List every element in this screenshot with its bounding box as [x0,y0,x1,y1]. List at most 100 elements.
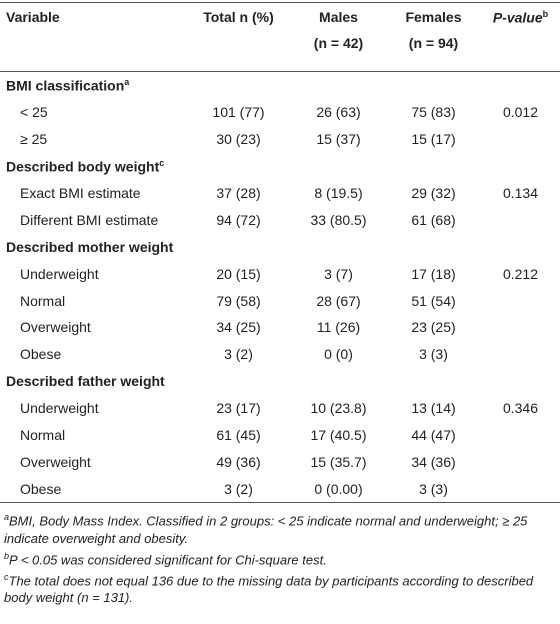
cell [481,314,560,341]
section-title: BMI classificationa [0,72,560,99]
footnote-mark: b [4,550,10,561]
data-row: Obese 3 (2) 0 (0) 3 (3) [0,341,560,368]
cell: 34 (25) [216,319,261,336]
cell: 23 (25) [411,319,456,336]
cell: 23 (17) [216,400,261,417]
section-row: Described mother weight [0,233,560,260]
row-label: Normal [20,427,66,444]
data-row: Overweight 49 (36) 15 (35.7) 34 (36) [0,448,560,475]
cell [481,422,560,449]
cell: 0.134 [502,185,539,201]
cell: 0.346 [502,400,539,417]
footnote-text: BMI, Body Mass Index. Classified in 2 gr… [4,513,528,546]
row-label: Underweight [20,400,99,417]
note-mark: b [542,9,549,19]
cell [481,206,560,233]
section-row: Described father weight [0,368,560,395]
cell: 11 (26) [316,319,361,336]
header-cell: P-valueb [481,2,560,35]
data-row: Different BMI estimate 94 (72) 33 (80.5) 61… [0,206,560,233]
footnote-mark: a [4,512,10,523]
header-n: (n = 42) [291,35,386,72]
row-label: Overweight [20,453,91,470]
cell: 79 (58) [216,292,261,309]
cell: 3 (2) [186,475,291,504]
cell: 75 (83) [411,104,456,121]
cell: 51 (54) [411,292,456,309]
footnote: cThe total does not equal 136 due to the… [4,569,556,606]
section-text: Described mother weight [6,238,174,255]
cell: 10 (23.8) [310,400,367,417]
cell: 17 (18) [411,265,456,282]
cell: 13 (14) [411,400,456,417]
cell: 0.012 [502,104,539,121]
data-row: < 25 101 (77) 26 (63) 75 (83) 0.012 [0,99,560,126]
section-row: Described body weightc [0,153,560,180]
cell: 37 (28) [216,185,261,201]
header-cell: Males [291,2,386,35]
row-label: Underweight [20,265,99,282]
footnote-text: The total does not equal 136 due to the … [4,573,534,606]
data-row: Overweight 34 (25) 11 (26) 23 (25) [0,314,560,341]
cell: 0 (0.00) [291,475,386,504]
cell: 20 (15) [216,265,261,282]
cell: 28 (67) [316,292,361,309]
cell: 29 (32) [411,185,456,201]
cell: 8 (19.5) [314,185,363,201]
cell: 3 (7) [324,265,353,282]
footnote: bP < 0.05 was considered significant for… [4,548,556,568]
section-text: Described body weight [6,158,160,175]
cell [481,475,560,504]
row-label: Obese [0,475,186,504]
note-mark: a [124,77,130,88]
cell [481,287,560,314]
data-table: Variable Total n (%) Males Females P-val… [0,2,560,504]
cell: 49 (36) [216,453,261,470]
cell: 15 (17) [411,131,456,148]
data-row: ≥ 25 30 (23) 15 (37) 15 (17) [0,126,560,153]
header-cell: Total n (%) [186,2,291,35]
row-label: Different BMI estimate [20,211,159,228]
footnote-text: P < 0.05 was considered significant for … [9,551,327,567]
note-mark: c [159,157,165,168]
cell: 61 (45) [216,427,261,444]
cell [481,448,560,475]
row-label: < 25 [20,104,48,121]
row-label: Normal [20,292,66,309]
data-row: Underweight 20 (15) 3 (7) 17 (18) 0.212 [0,260,560,287]
cell: 33 (80.5) [310,211,367,228]
header-cell: Females [386,2,481,35]
row-label: Overweight [20,319,91,336]
header-text: P-value [492,9,543,26]
cell [481,341,560,368]
cell: 61 (68) [411,211,456,228]
section-title: Described body weightc [0,153,560,180]
data-row: Normal 61 (45) 17 (40.5) 44 (47) [0,422,560,449]
cell: 26 (63) [316,104,361,121]
cell: 44 (47) [411,427,456,444]
cell: 0 (0) [324,346,353,363]
row-label: Obese [20,346,62,363]
cell [481,126,560,153]
footnote: aBMI, Body Mass Index. Classified in 2 g… [4,509,556,546]
cell: 34 (36) [411,453,456,470]
cell: 3 (2) [224,346,253,363]
cell: 15 (35.7) [310,453,367,470]
row-label: Exact BMI estimate [20,185,141,201]
section-text: Described father weight [6,373,165,390]
header-cell: Variable [0,2,186,35]
cell: 94 (72) [216,211,261,228]
footnotes: aBMI, Body Mass Index. Classified in 2 g… [0,503,560,606]
data-row: Exact BMI estimate 37 (28) 8 (19.5) 29 (32)… [0,180,560,207]
cell: 101 (77) [212,104,265,121]
cell: 15 (37) [316,131,361,148]
cell: 30 (23) [216,131,261,148]
footnote-mark: c [4,571,9,582]
section-title: Described father weight [0,368,560,395]
row-label: ≥ 25 [20,131,48,148]
data-row: Normal 79 (58) 28 (67) 51 (54) [0,287,560,314]
cell: 0.212 [502,265,539,282]
section-text: BMI classification [6,77,125,94]
cell: 17 (40.5) [310,427,367,444]
